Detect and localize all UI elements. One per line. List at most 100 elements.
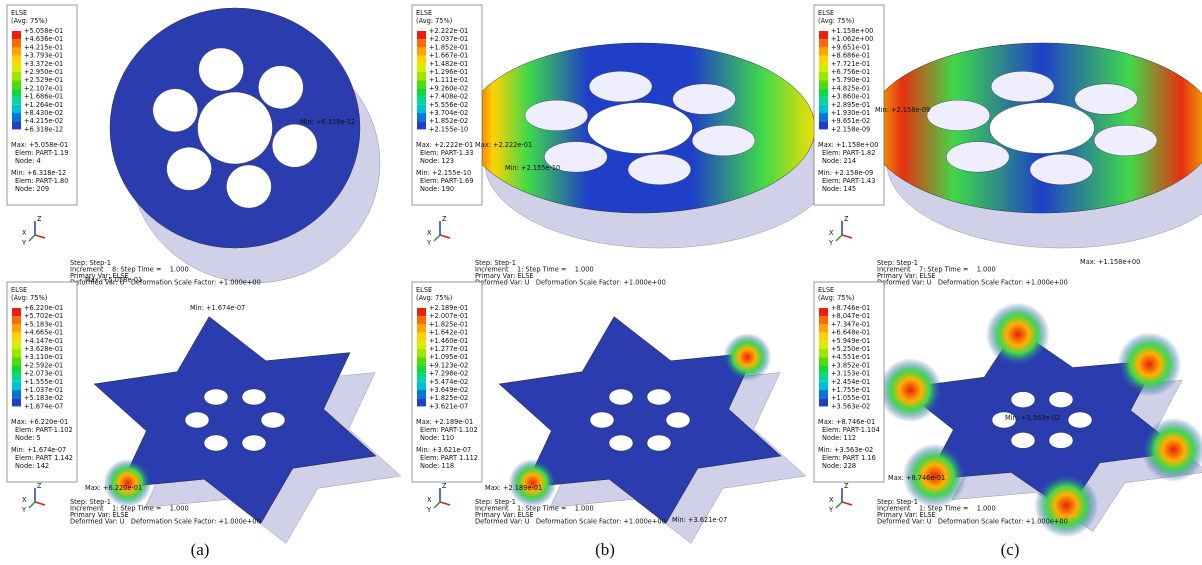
legend-avg: (Avg: 75%) (416, 294, 452, 302)
color-band (819, 316, 828, 324)
color-band (12, 39, 21, 47)
legend-value: +3.704e-02 (429, 109, 468, 117)
color-band (417, 382, 426, 390)
color-band (417, 80, 426, 88)
legend-value: +4.147e-01 (24, 337, 63, 345)
color-band (12, 80, 21, 88)
color-band (12, 365, 21, 373)
legend-value: +4.215e-02 (24, 117, 63, 125)
color-band (819, 398, 828, 406)
stress-tip (1034, 473, 1098, 537)
step-info: Deformed Var: U Deformation Scale Factor… (70, 279, 261, 287)
color-band (417, 88, 426, 96)
triad-label: X (829, 229, 834, 237)
legend-value: +1.482e-01 (429, 60, 468, 68)
legend-value: +5.058e-01 (24, 27, 63, 35)
triad-label: X (829, 496, 834, 504)
hole (272, 124, 317, 167)
legend-value: +2.007e-01 (429, 312, 468, 320)
color-band (819, 64, 828, 72)
hole (242, 435, 266, 451)
hole (204, 435, 228, 451)
hole (692, 125, 755, 156)
hole (242, 389, 266, 405)
legend-title: ELSE (818, 286, 834, 294)
min-info: Elem: PART 1.112 (420, 454, 478, 462)
color-band (819, 308, 828, 316)
legend-value: +3.110e-01 (24, 353, 63, 361)
color-band (417, 72, 426, 80)
legend-value: +1.852e-01 (429, 43, 468, 51)
color-band (417, 398, 426, 406)
max-info: Elem: PART-1.33 (420, 149, 473, 157)
legend-value: +3.372e-01 (24, 60, 63, 68)
color-band (819, 357, 828, 365)
color-band (819, 382, 828, 390)
panel: ELSE(Avg: 75%)+8.746e-01+8.047e-01+7.347… (814, 282, 1202, 537)
legend-value: +2.155e-10 (429, 125, 468, 133)
color-band (819, 80, 828, 88)
legend-value: +4.636e-01 (24, 35, 63, 43)
triad-y (836, 502, 842, 508)
max-info: Elem: PART-1.102 (15, 426, 73, 434)
hole (628, 154, 691, 185)
legend-value: +1.755e-01 (831, 386, 870, 394)
legend-value: +6.756e-01 (831, 68, 870, 76)
legend-value: +2.189e-01 (429, 304, 468, 312)
legend-value: +1.825e-01 (429, 320, 468, 328)
legend-value: +2.073e-01 (24, 370, 63, 378)
max-info: Max: +8.746e-01 (818, 418, 875, 426)
legend-value: +6.220e-01 (24, 304, 63, 312)
legend-value: +9.260e-02 (429, 84, 468, 92)
legend-value: +3.621e-07 (429, 402, 468, 410)
min-info: Elem: PART-1.80 (15, 177, 68, 185)
color-band (819, 97, 828, 105)
hole (1011, 432, 1035, 448)
legend-value: +2.222e-01 (429, 27, 468, 35)
color-band (819, 113, 828, 121)
color-band (12, 316, 21, 324)
min-info: Node: 118 (420, 462, 454, 470)
max-info: Max: +5.058e-01 (11, 141, 68, 149)
hole (590, 412, 614, 428)
triad-y (29, 502, 35, 508)
color-band (819, 105, 828, 113)
stress-tip (1117, 332, 1181, 396)
triad-label: Z (37, 482, 42, 490)
legend-value: +9.123e-02 (429, 361, 468, 369)
color-band (12, 47, 21, 55)
color-band (417, 64, 426, 72)
caption: (a) (191, 540, 210, 559)
triad-x (842, 235, 852, 238)
legend-value: +7.347e-01 (831, 320, 870, 328)
color-band (12, 357, 21, 365)
legend-value: +5.183e-02 (24, 394, 63, 402)
hole (525, 100, 588, 131)
triad-label: Y (426, 239, 432, 247)
max-info: Node: 110 (420, 434, 454, 442)
hole (1075, 84, 1138, 115)
color-band (12, 56, 21, 64)
legend-value: +1.555e-01 (24, 378, 63, 386)
legend-value: +8.686e-01 (831, 52, 870, 60)
legend-value: +1.296e-01 (429, 68, 468, 76)
hole (1094, 125, 1157, 156)
triad-label: Z (37, 215, 42, 223)
legend-value: +4.665e-01 (24, 329, 63, 337)
min-info: Min: +1.674e-07 (11, 446, 66, 454)
hole (647, 435, 671, 451)
color-band (819, 121, 828, 129)
color-band (417, 121, 426, 129)
hole (589, 71, 652, 102)
hole (153, 89, 198, 132)
legend-value: +9.651e-01 (831, 43, 870, 51)
max-info: Node: 4 (15, 157, 41, 165)
legend-value: +1.852e-02 (429, 117, 468, 125)
color-band (12, 31, 21, 39)
legend-value: +3.793e-01 (24, 52, 63, 60)
stress-tip (723, 333, 771, 381)
legend-value: +1.686e-01 (24, 93, 63, 101)
legend-value: +2.529e-01 (24, 76, 63, 84)
hole (167, 147, 212, 190)
color-band (12, 333, 21, 341)
